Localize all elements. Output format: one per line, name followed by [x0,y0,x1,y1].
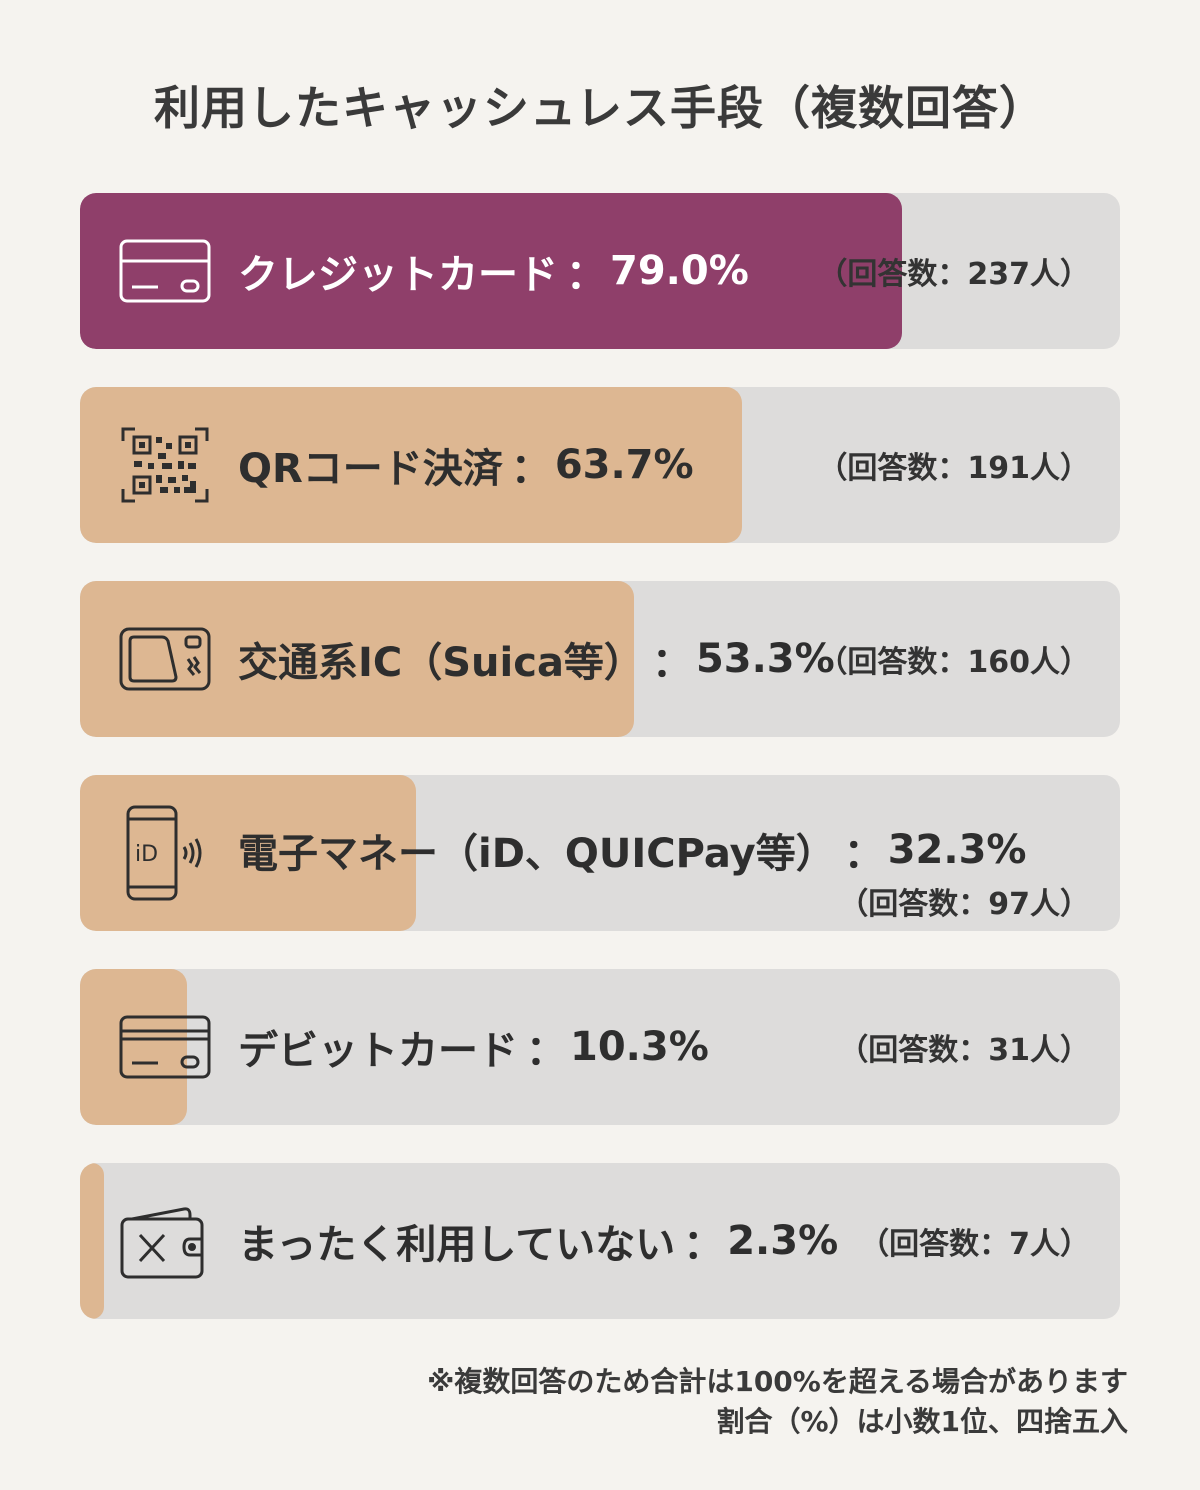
respondent-count: （回答数：97人） [838,887,1090,922]
bar-label: まったく利用していない： 2.3% [238,1163,838,1319]
label-separator: ： [566,252,606,298]
bar-label: 交通系IC（Suica等）： 53.3% [238,581,835,737]
bar-label: クレジットカード： 79.0% [238,193,749,349]
bar-row-debit-card: デビットカード： 10.3% （回答数：31人） [80,969,1120,1125]
bar-fill [80,193,902,349]
bar-fill [80,1163,104,1319]
label-separator: ： [843,831,884,877]
footnote-line-2: 割合（%）は小数1位、四捨五入 [716,1405,1128,1438]
percent-label: 63.7% [554,442,694,488]
debit-card-icon [118,1007,212,1087]
bar-label: 電子マネー（iD、QUICPay等）： 32.3% [238,775,1027,925]
bar-fill [80,969,188,1125]
credit-card-icon [118,231,212,311]
bar-row-transit-ic: 交通系IC（Suica等）： 53.3% （回答数：160人） [80,581,1120,737]
svg-text:iD: iD [135,842,158,867]
category-label: 交通系IC（Suica等） [238,640,644,686]
respondent-count: （回答数：160人） [817,645,1090,680]
qr-code-icon [118,425,212,505]
bar-fill [80,775,416,931]
category-label: QRコード決済 [238,446,503,492]
footnote: ※複数回答のため合計は100%を超える場合があります 割合（%）は小数1位、四捨… [427,1362,1128,1442]
footnote-line-1: ※複数回答のため合計は100%を超える場合があります [427,1365,1128,1398]
percent-label: 53.3% [695,636,835,682]
respondent-count: （回答数：237人） [817,257,1090,292]
bar-row-credit-card: クレジットカード： 79.0% （回答数：237人） [80,193,1120,349]
respondent-count: （回答数：191人） [817,451,1090,486]
bar-row-qr-code: QRコード決済： 63.7% （回答数：191人） [80,387,1120,543]
label-separator: ： [510,446,551,492]
bar-label: QRコード決済： 63.7% [238,387,694,543]
respondent-count: （回答数：7人） [859,1227,1090,1262]
respondent-count: （回答数：31人） [838,1033,1090,1068]
bar-row-e-money: iD 電子マネー（iD、QUICPay等）： 32.3% （回答数：97人） [80,775,1120,931]
percent-label: 10.3% [570,1024,709,1070]
percent-label: 32.3% [887,827,1027,873]
chart-title: 利用したキャッシュレス手段（複数回答） [153,81,1047,135]
ic-card-icon [118,619,212,699]
bar-row-none: まったく利用していない： 2.3% （回答数：7人） [80,1163,1120,1319]
percent-label: 2.3% [727,1218,839,1264]
wallet-x-icon [118,1201,212,1281]
label-separator: ： [526,1028,566,1074]
label-separator: ： [651,640,692,686]
category-label: 電子マネー（iD、QUICPay等） [238,831,836,877]
percent-label: 79.0% [610,248,749,294]
smartphone-id-icon: iD [118,803,212,903]
category-label: クレジットカード [238,252,558,298]
label-separator: ： [683,1222,724,1268]
category-label: デビットカード [238,1028,518,1074]
category-label: まったく利用していない [238,1222,676,1268]
bar-label: デビットカード： 10.3% [238,969,709,1125]
